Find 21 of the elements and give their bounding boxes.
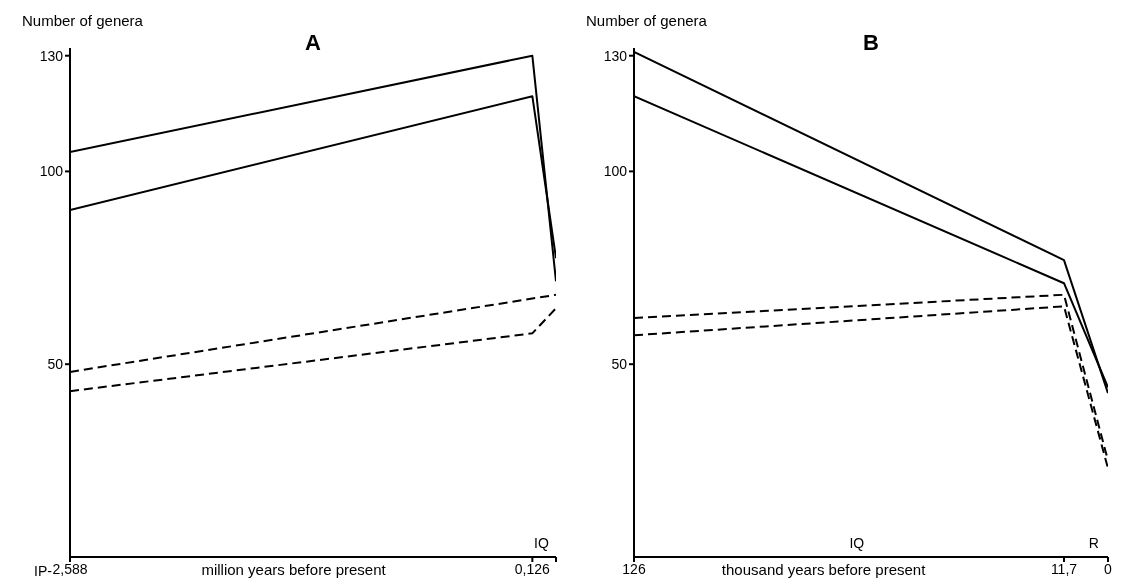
x-axis-title: thousand years before present — [721, 561, 926, 578]
y-tick-label: 130 — [39, 47, 64, 64]
x-tick-label: 0 — [1104, 560, 1113, 577]
text: IP- — [34, 563, 52, 579]
x-tick-label: 126 — [622, 560, 646, 577]
annotation: IQ — [849, 535, 865, 551]
y-tick-label: 50 — [611, 356, 628, 373]
x-tick-label: 2,588 — [52, 560, 88, 577]
y-tick-label: 100 — [603, 163, 628, 180]
chart-title: B — [862, 30, 880, 56]
y-tick-label: 100 — [39, 163, 64, 180]
y-axis-title: Number of genera — [22, 12, 143, 29]
y-tick-label: 130 — [603, 47, 628, 64]
x-tick-label: 11,7 — [1050, 560, 1078, 577]
annotation: IQ — [534, 535, 549, 551]
x-axis-title: million years before present — [201, 561, 386, 578]
annotation: R — [1088, 535, 1099, 551]
y-axis-title: Number of genera — [586, 12, 707, 29]
y-tick-label: 50 — [47, 356, 64, 373]
x-tick-label: 0,126 — [514, 560, 551, 577]
chart-title: A — [304, 30, 322, 56]
